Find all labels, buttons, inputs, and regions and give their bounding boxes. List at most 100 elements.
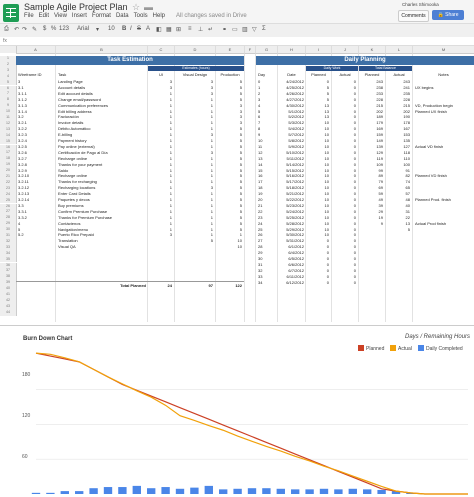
planned-balance-cell[interactable]: 99 (378, 167, 383, 173)
row-number[interactable]: 10 (0, 109, 17, 115)
chevron-down-icon[interactable]: ▾ (96, 27, 100, 33)
column-header[interactable]: B (56, 46, 148, 54)
planned-balance-cell[interactable]: 169 (376, 126, 383, 132)
day-cell[interactable]: 27 (258, 238, 263, 244)
actual-balance-cell[interactable]: 178 (403, 120, 410, 126)
actual-cell[interactable]: 0 (353, 279, 356, 285)
planned-balance-cell[interactable]: 215 (376, 102, 383, 108)
production-hours-cell[interactable]: 5 (239, 208, 242, 214)
row-number[interactable]: 7 (0, 91, 17, 98)
date-cell[interactable]: 6/12/2012 (286, 279, 304, 285)
date-cell[interactable]: 5/21/2012 (286, 191, 304, 197)
day-cell[interactable]: 34 (258, 279, 263, 285)
actual-cell[interactable]: 0 (353, 102, 356, 108)
day-cell[interactable]: 12 (258, 149, 263, 155)
date-cell[interactable]: 5/11/2012 (286, 155, 305, 161)
task-name-cell[interactable]: Thanks for your payment (58, 161, 103, 167)
ui-hours-cell[interactable]: 3 (169, 79, 172, 84)
actual-balance-cell[interactable]: 48 (405, 197, 410, 202)
ui-hours-cell[interactable]: 1 (169, 132, 172, 138)
day-cell[interactable]: 7 (258, 120, 261, 126)
ui-hours-cell[interactable]: 1 (169, 202, 172, 208)
column-header[interactable]: M (413, 46, 474, 54)
date-cell[interactable]: 5/9/2012 (288, 143, 304, 149)
production-hours-cell[interactable]: 1 (239, 232, 242, 238)
visual-design-hours-cell[interactable]: 1 (210, 138, 213, 143)
planned-cell[interactable]: 0 (326, 250, 329, 256)
day-cell[interactable]: 25 (258, 226, 263, 232)
column-header[interactable]: G (256, 46, 278, 54)
actual-balance-cell[interactable]: 243 (403, 79, 410, 84)
actual-balance-cell[interactable]: 91 (405, 167, 410, 173)
visual-design-hours-cell[interactable]: 1 (210, 126, 213, 132)
task-name-cell[interactable]: Débito Automático (58, 126, 91, 132)
date-cell[interactable]: 4/24/2012 (286, 79, 304, 84)
row-number[interactable]: 44 (0, 309, 17, 316)
chart-icon[interactable]: ▥ (242, 27, 248, 33)
ui-hours-cell[interactable]: 1 (169, 220, 172, 226)
row-number[interactable]: 33 (0, 244, 17, 251)
actual-cell[interactable]: 0 (353, 226, 356, 232)
ui-hours-cell[interactable]: 1 (169, 185, 172, 191)
day-cell[interactable]: 2 (258, 90, 261, 96)
date-cell[interactable]: 6/11/2012 (286, 273, 305, 279)
actual-balance-cell[interactable]: 241 (403, 84, 410, 90)
date-cell[interactable]: 5/15/2012 (286, 167, 304, 173)
task-name-cell[interactable]: Translation (58, 238, 78, 244)
visual-design-hours-cell[interactable]: 3 (210, 185, 213, 191)
row-number[interactable]: 37 (0, 268, 17, 275)
task-name-cell[interactable]: Navigation/menu (58, 226, 89, 232)
row-number[interactable]: 15 (0, 138, 17, 145)
day-cell[interactable]: 21 (258, 202, 263, 208)
font-select[interactable]: Arial (77, 26, 90, 32)
production-hours-cell[interactable]: 10 (237, 244, 242, 250)
row-number[interactable]: 30 (0, 227, 17, 233)
day-cell[interactable]: 0 (258, 79, 261, 84)
formula-bar[interactable]: fx (0, 37, 474, 46)
actual-balance-cell[interactable]: 153 (403, 132, 410, 138)
text-color-icon[interactable]: A (146, 26, 151, 32)
star-icon[interactable]: ☆ (132, 2, 141, 12)
menu-edit[interactable]: Edit (38, 13, 50, 19)
planned-cell[interactable]: 0 (326, 238, 329, 244)
day-cell[interactable]: 33 (258, 273, 263, 279)
planned-balance-cell[interactable]: 19 (378, 214, 383, 220)
day-cell[interactable]: 19 (258, 191, 263, 197)
actual-cell[interactable]: 0 (353, 202, 356, 208)
wireframe-id-cell[interactable]: 3.2.6 (18, 149, 27, 155)
actual-cell[interactable]: 0 (353, 114, 356, 120)
production-hours-cell[interactable]: 5 (239, 173, 242, 179)
day-cell[interactable]: 4 (258, 102, 261, 108)
ui-hours-cell[interactable]: 1 (169, 191, 172, 197)
planned-cell[interactable]: 13 (324, 114, 329, 120)
wireframe-id-cell[interactable]: 5.2 (18, 232, 24, 238)
row-number[interactable]: 12 (0, 120, 17, 127)
ui-hours-cell[interactable]: 1 (169, 167, 172, 173)
task-name-cell[interactable]: Payment history (58, 138, 87, 143)
production-hours-cell[interactable]: 5 (239, 161, 242, 167)
day-cell[interactable]: 26 (258, 232, 263, 238)
actual-balance-cell[interactable]: 13 (405, 220, 410, 226)
date-cell[interactable]: 6/5/2012 (288, 256, 304, 261)
planned-cell[interactable]: 0 (326, 267, 329, 273)
visual-design-hours-cell[interactable]: 1 (210, 208, 213, 214)
visual-design-hours-cell[interactable]: 5 (210, 238, 213, 244)
actual-balance-cell[interactable]: 100 (403, 161, 410, 167)
visual-design-hours-cell[interactable]: 1 (210, 220, 213, 226)
date-cell[interactable]: 5/29/2012 (286, 226, 304, 232)
day-cell[interactable]: 15 (258, 167, 263, 173)
actual-balance-cell[interactable]: 215 (403, 102, 410, 108)
planned-cell[interactable]: 13 (324, 102, 329, 108)
day-cell[interactable]: 3 (258, 96, 261, 102)
date-cell[interactable]: 5/2/2012 (288, 114, 304, 120)
production-hours-cell[interactable]: 3 (239, 102, 242, 108)
actual-cell[interactable]: 0 (353, 214, 356, 220)
planned-cell[interactable]: 10 (324, 149, 329, 155)
visual-design-hours-cell[interactable]: 1 (210, 197, 213, 202)
menu-help[interactable]: Help (152, 13, 165, 19)
menu-insert[interactable]: Insert (71, 13, 87, 19)
planned-cell[interactable]: 10 (324, 220, 329, 226)
row-number[interactable]: 23 (0, 185, 17, 192)
actual-balance-cell[interactable]: 228 (403, 96, 410, 102)
production-hours-cell[interactable]: 5 (239, 143, 242, 149)
